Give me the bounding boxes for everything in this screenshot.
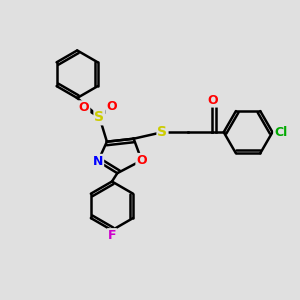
Text: N: N — [93, 155, 103, 168]
Text: F: F — [108, 229, 116, 242]
Text: S: S — [158, 125, 167, 139]
Text: O: O — [136, 154, 147, 167]
Text: O: O — [207, 94, 218, 106]
Text: Cl: Cl — [274, 126, 287, 139]
Text: O: O — [79, 101, 89, 114]
Text: O: O — [106, 100, 117, 112]
Text: S: S — [94, 110, 104, 124]
